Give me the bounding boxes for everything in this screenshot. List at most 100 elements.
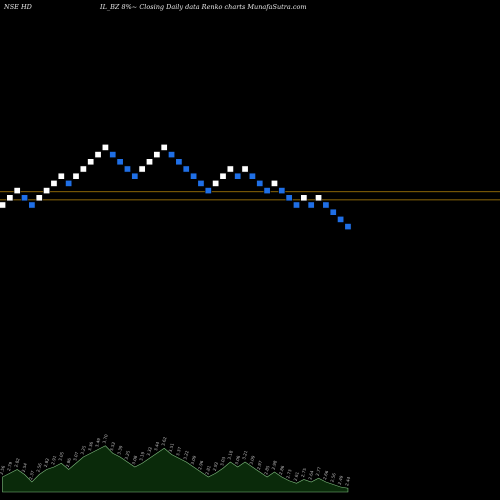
- up-brick: [43, 187, 51, 194]
- volume-label: 3.49: [94, 437, 101, 448]
- down-brick: [123, 165, 131, 173]
- volume-label: 2.97: [256, 460, 263, 471]
- volume-label: 3.08: [131, 455, 138, 466]
- volume-label: 2.98: [271, 460, 278, 471]
- volume-label: 2.56: [329, 472, 336, 483]
- volume-label: 3.39: [116, 445, 123, 456]
- volume-area: [2, 445, 349, 493]
- volume-label: 2.86: [65, 457, 72, 468]
- volume-label: 3.05: [57, 451, 64, 462]
- volume-label: 3.21: [241, 450, 248, 461]
- volume-label: 3.07: [72, 451, 79, 462]
- volume-label: 2.64: [307, 470, 314, 481]
- down-brick: [337, 216, 345, 223]
- down-brick: [116, 158, 124, 166]
- down-brick: [322, 201, 330, 209]
- up-brick: [0, 201, 6, 209]
- down-brick: [344, 223, 352, 230]
- up-brick: [50, 180, 58, 187]
- volume-label: 2.96: [197, 460, 204, 471]
- down-brick: [293, 201, 300, 209]
- volume-label: 2.91: [50, 455, 57, 466]
- up-brick: [153, 151, 161, 158]
- down-brick: [175, 158, 183, 166]
- volume-label: 2.75: [300, 467, 307, 478]
- volume-label: 2.86: [278, 465, 285, 476]
- up-brick: [87, 158, 95, 166]
- up-brick: [57, 172, 65, 180]
- volume-label: 2.92: [212, 461, 219, 472]
- volume-label: 2.73: [285, 468, 292, 479]
- volume-label: 3.25: [79, 445, 86, 456]
- up-brick: [300, 194, 308, 202]
- up-brick: [79, 165, 87, 173]
- volume-label: 3.70: [102, 433, 109, 444]
- volume-label: 2.54: [21, 462, 28, 473]
- up-brick: [94, 151, 102, 158]
- volume-label: 2.49: [337, 475, 344, 486]
- down-brick: [285, 194, 293, 202]
- up-brick: [241, 165, 249, 173]
- volume-label: 3.18: [226, 450, 233, 461]
- volume-label: 3.62: [160, 436, 167, 447]
- up-brick: [270, 180, 278, 187]
- volume-label: 3.22: [182, 450, 189, 461]
- level-lines: [0, 191, 500, 201]
- volume-label: 3.37: [175, 446, 182, 457]
- up-brick: [13, 187, 21, 194]
- up-brick: [212, 180, 220, 187]
- down-brick: [278, 187, 286, 194]
- volume-label: 2.37: [28, 470, 35, 481]
- down-brick: [248, 172, 256, 180]
- up-brick: [101, 144, 109, 151]
- down-brick: [197, 180, 205, 187]
- volume-label: 3.32: [146, 446, 153, 457]
- up-brick: [315, 194, 323, 202]
- volume-labels: 2.56 2.79 2.82 2.542.372.56 2.82 2.91 3.052.86…: [0, 433, 351, 486]
- down-brick: [307, 201, 315, 209]
- volume-label: 3.51: [168, 442, 175, 453]
- volume-label: 2.79: [6, 461, 13, 472]
- renko-bricks: [0, 144, 352, 230]
- up-brick: [219, 172, 227, 180]
- chart-subtitle: IL_BZ 8%~ Closing Daily data Renko chart…: [100, 3, 307, 11]
- down-brick: [21, 194, 29, 202]
- down-brick: [28, 201, 36, 209]
- up-brick: [146, 158, 153, 166]
- volume-label: 3.09: [190, 455, 197, 466]
- volume-label: 3.36: [87, 441, 94, 452]
- volume-label: 2.82: [43, 457, 50, 468]
- down-brick: [190, 172, 198, 180]
- volume-label: 2.77: [315, 466, 322, 477]
- volume-label: 2.61: [293, 471, 300, 482]
- up-brick: [72, 172, 80, 180]
- down-brick: [256, 180, 264, 187]
- up-brick: [226, 165, 234, 173]
- volume-area-path: [2, 445, 349, 493]
- volume-label: 2.66: [322, 470, 329, 481]
- up-brick: [160, 144, 168, 151]
- down-brick: [263, 187, 271, 194]
- volume-label: 2.85: [263, 465, 270, 476]
- up-brick: [138, 165, 146, 173]
- up-brick: [35, 194, 43, 202]
- down-brick: [234, 172, 242, 180]
- down-brick: [131, 172, 139, 180]
- volume-label: 2.82: [13, 457, 20, 468]
- volume-label: 2.81: [204, 465, 211, 476]
- volume-label: 3.19: [138, 451, 145, 462]
- symbol-label: NSE HD: [4, 3, 32, 11]
- up-brick: [6, 194, 14, 202]
- down-brick: [204, 187, 212, 194]
- volume-label: 2.56: [0, 465, 6, 476]
- volume-label: 3.52: [109, 441, 116, 452]
- down-brick: [109, 151, 117, 158]
- down-brick: [329, 208, 337, 216]
- volume-label: 3.09: [249, 455, 256, 466]
- volume-label: 3.06: [234, 455, 241, 466]
- down-brick: [65, 180, 73, 187]
- volume-label: 3.44: [153, 441, 160, 452]
- down-brick: [168, 151, 176, 158]
